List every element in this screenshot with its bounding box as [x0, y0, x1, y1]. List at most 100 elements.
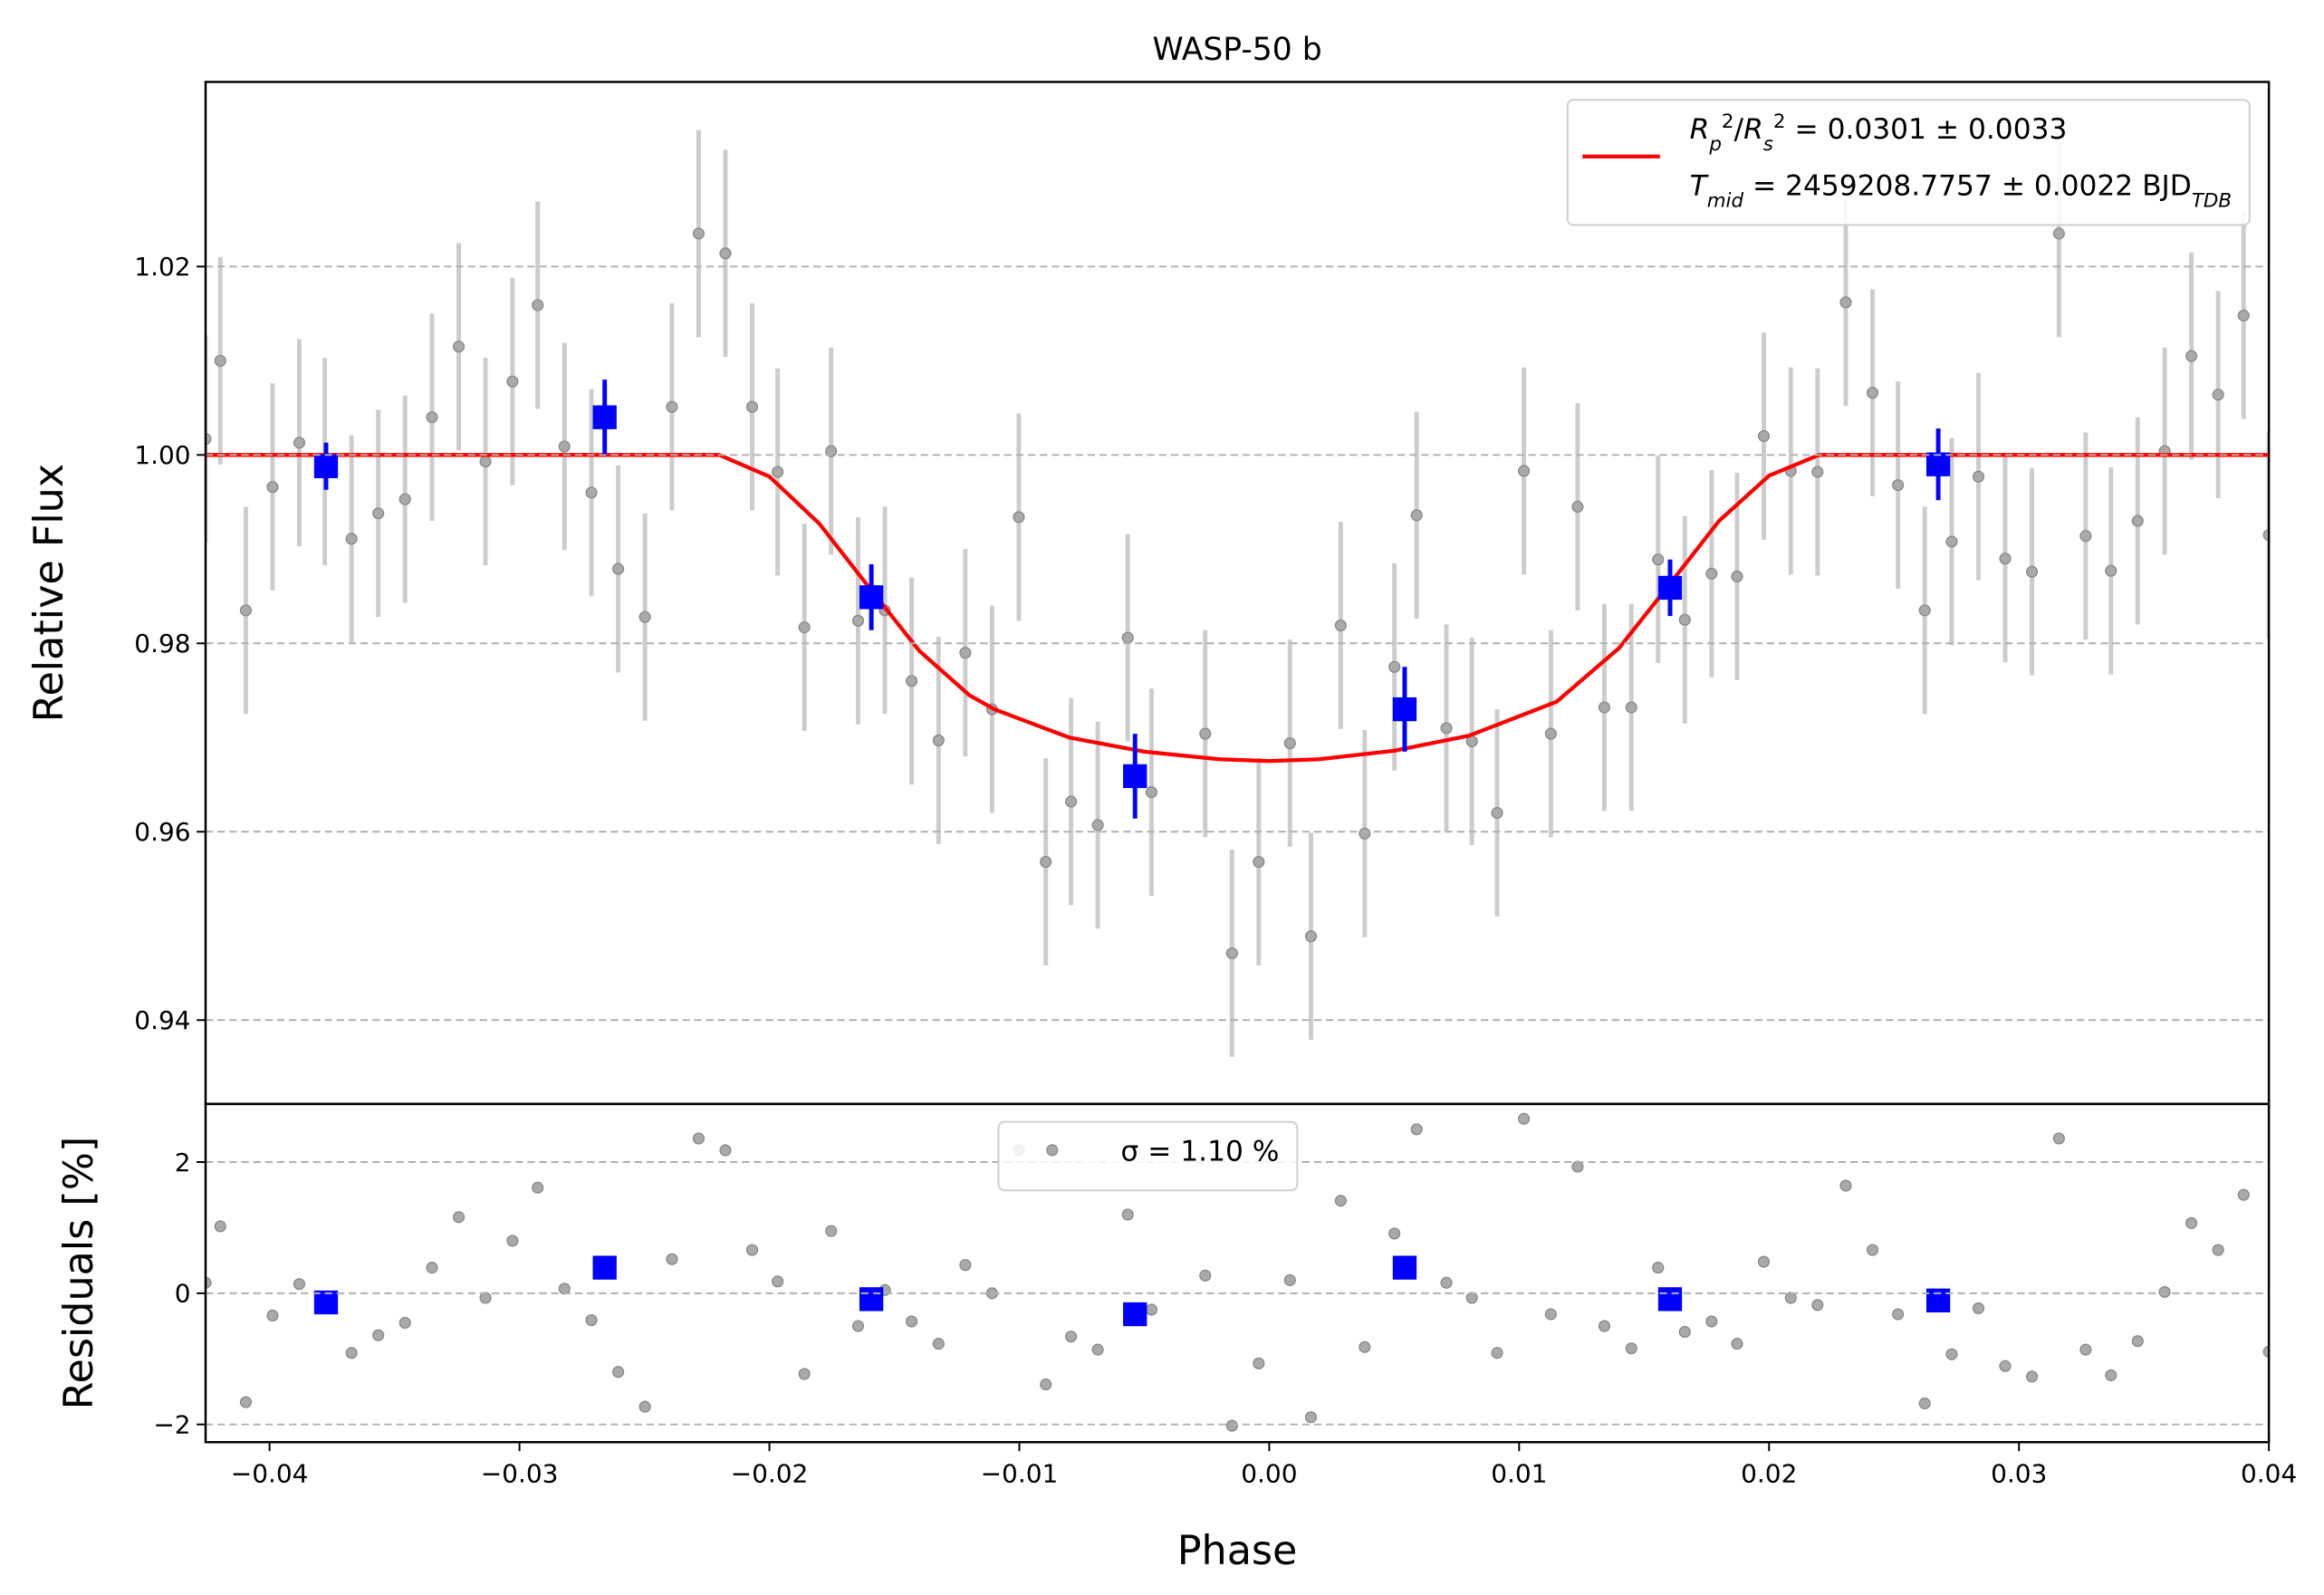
data-point	[639, 1400, 651, 1413]
data-point	[1040, 855, 1052, 869]
data-point	[1388, 660, 1401, 673]
data-point	[611, 562, 625, 575]
binned-point	[1392, 697, 1417, 722]
data-point	[772, 466, 784, 478]
data-point	[1359, 1340, 1371, 1353]
legend-label-part: p	[1708, 132, 1722, 155]
data-point	[1625, 701, 1637, 714]
data-point	[1334, 1195, 1347, 1207]
x-tick-label: −0.02	[731, 1459, 809, 1489]
data-point	[293, 437, 306, 449]
data-point	[2025, 1370, 2039, 1383]
data-point	[452, 341, 466, 353]
data-point	[2079, 530, 2092, 543]
data-point	[266, 1309, 279, 1322]
data-point	[1199, 727, 1212, 740]
legend-label-part: R	[1690, 113, 1710, 146]
legend: σ = 1.10 %	[997, 1120, 1299, 1192]
data-point	[1121, 1208, 1134, 1221]
data-point	[2052, 1132, 2065, 1145]
data-point	[293, 1278, 306, 1291]
data-point	[1091, 1343, 1104, 1356]
data-point	[2131, 514, 2144, 527]
data-point	[506, 1235, 519, 1247]
data-point	[2185, 1216, 2198, 1229]
legend-label-part: = 2459208.7757 ± 0.0022 BJD	[1743, 169, 2192, 202]
data-point	[959, 1259, 972, 1272]
data-point	[1225, 946, 1238, 960]
data-point	[825, 1225, 838, 1237]
legend-content: σ = 1.10 %	[1046, 1135, 1279, 1167]
data-point	[2262, 1345, 2270, 1358]
legend-label-part: T	[1690, 169, 1710, 202]
data-point	[1517, 1112, 1531, 1125]
data-point	[851, 1320, 865, 1332]
data-point	[1811, 1299, 1824, 1312]
binned-point	[313, 1290, 339, 1315]
data-point	[2212, 1244, 2224, 1256]
binned-point	[1657, 1287, 1683, 1312]
legend-frame	[997, 1120, 1299, 1192]
data-point	[1999, 1360, 2012, 1372]
data-point	[639, 610, 651, 623]
data-point	[1410, 1123, 1423, 1136]
data-point	[1359, 827, 1371, 840]
data-point	[2105, 1369, 2118, 1381]
legend-label-part: = 0.0301 ± 0.0033	[1786, 113, 2068, 146]
data-point	[452, 1211, 466, 1224]
binned-point	[859, 585, 884, 610]
binned-point	[1392, 1255, 1417, 1280]
data-point	[585, 486, 598, 499]
legend-label-part: 2	[1773, 110, 1786, 132]
data-point	[2237, 309, 2250, 322]
data-point	[745, 1244, 759, 1256]
y-tick-label: 0.98	[134, 629, 190, 658]
data-point	[239, 1396, 252, 1408]
legend-label-part: s	[1763, 132, 1773, 155]
data-point	[666, 400, 678, 413]
data-point	[1517, 465, 1531, 477]
data-point	[2052, 227, 2065, 240]
data-point	[1999, 552, 2012, 565]
data-point	[1304, 930, 1318, 943]
data-point	[905, 675, 918, 687]
data-point	[1866, 387, 1879, 399]
data-point	[692, 227, 705, 240]
data-point	[932, 734, 945, 746]
data-point	[1145, 1303, 1157, 1316]
data-point	[959, 647, 972, 659]
data-point	[692, 1132, 705, 1145]
data-point	[1283, 736, 1296, 750]
data-point	[239, 604, 252, 617]
data-point	[2079, 1343, 2092, 1356]
legend-label-part: R	[1743, 113, 1763, 146]
data-point	[666, 1253, 678, 1265]
data-point	[719, 1144, 732, 1157]
data-point	[1013, 511, 1025, 524]
data-point	[1598, 1320, 1610, 1332]
data-point	[479, 456, 492, 468]
y-tick-label: 0.94	[134, 1005, 190, 1035]
data-point	[1040, 1378, 1052, 1391]
data-point	[399, 1316, 411, 1330]
binned-point	[1657, 575, 1683, 601]
data-point	[2025, 565, 2039, 578]
data-point	[1145, 786, 1157, 799]
data-point	[266, 481, 279, 494]
plot-area	[205, 1112, 2270, 1432]
axes-frame	[204, 1102, 2271, 1444]
legend-label-part: /	[1734, 113, 1744, 146]
data-point	[1544, 727, 1557, 740]
data-point	[214, 1220, 226, 1233]
data-point	[2262, 529, 2270, 542]
data-point	[2105, 564, 2118, 577]
data-point	[825, 445, 838, 457]
data-point	[2185, 350, 2198, 362]
x-tick-label: 0.02	[1741, 1459, 1797, 1489]
data-point	[1892, 479, 1905, 492]
data-point	[1253, 1357, 1265, 1369]
x-tick-label: −0.04	[231, 1459, 309, 1489]
y-axis-label: Residuals [%]	[56, 1137, 102, 1410]
x-tick-label: 0.01	[1491, 1459, 1547, 1489]
